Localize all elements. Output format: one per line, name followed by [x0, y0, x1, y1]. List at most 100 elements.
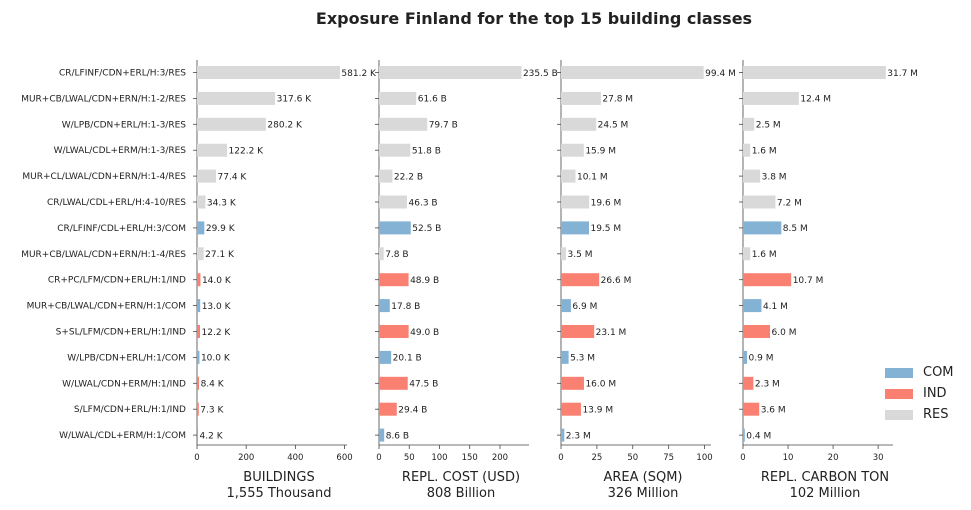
- bar: [379, 117, 428, 131]
- bar-value-label: 61.6 B: [418, 95, 447, 105]
- bar-value-label: 2.5 M: [756, 121, 781, 131]
- legend-label-com: COM: [923, 365, 954, 380]
- bar-value-label: 10.0 K: [201, 354, 231, 364]
- x-tick-label: 100: [696, 453, 712, 463]
- category-label: S/LFM/CDN+ERL/H:1/IND: [74, 405, 186, 415]
- category-label: S+SL/LFM/CDN+ERL/H:1/IND: [56, 328, 186, 338]
- x-tick-label: 0: [740, 453, 745, 463]
- category-label: W/LPB/CDN+ERL/H:1-3/RES: [62, 120, 187, 130]
- bar: [379, 273, 409, 287]
- bar-value-label: 13.0 K: [202, 302, 232, 312]
- bar-value-label: 26.6 M: [601, 276, 632, 286]
- category-label: CR/LWAL/CDL+ERL/H:4-10/RES: [47, 198, 186, 208]
- bar-value-label: 13.9 M: [582, 406, 613, 416]
- category-label: W/LPB/CDN+ERL/H:1/COM: [67, 353, 186, 363]
- bar-value-label: 15.9 M: [585, 147, 616, 157]
- bar: [379, 350, 392, 364]
- x-tick-label: 50: [627, 453, 638, 463]
- bar-value-label: 29.9 K: [206, 224, 236, 234]
- bar: [197, 66, 340, 79]
- category-label: W/LWAL/CDL+ERM/H:1-3/RES: [54, 146, 187, 156]
- bar-value-label: 1.6 M: [752, 147, 777, 157]
- x-axis-title: REPL. CARBON TON: [761, 470, 889, 485]
- x-tick-label: 100: [431, 453, 447, 463]
- bar-value-label: 16.0 M: [585, 380, 616, 390]
- bar: [197, 143, 228, 157]
- x-tick-label: 10: [783, 453, 794, 463]
- x-tick-label: 25: [591, 453, 602, 463]
- bar: [561, 428, 565, 442]
- bar-value-label: 23.1 M: [596, 328, 627, 338]
- bar-value-label: 4.1 M: [763, 302, 788, 312]
- bar: [197, 376, 200, 390]
- category-label: MUR+CB/LWAL/CDN+ERN/H:1-2/RES: [21, 94, 186, 104]
- bar: [379, 143, 411, 157]
- bar-value-label: 3.8 M: [762, 172, 787, 182]
- bar: [379, 221, 411, 235]
- x-axis-title: BUILDINGS: [243, 470, 314, 485]
- x-tick-label: 75: [663, 453, 674, 463]
- bar: [197, 325, 200, 338]
- bar-value-label: 0.9 M: [749, 354, 774, 364]
- bar-value-label: 8.6 B: [386, 431, 409, 441]
- category-label: MUR+CB/LWAL/CDN+ERN/H:1/COM: [27, 302, 186, 312]
- bar-value-label: 51.8 B: [412, 147, 441, 157]
- x-tick-label: 0: [194, 453, 199, 463]
- bar: [743, 66, 886, 79]
- bar-value-label: 1.6 M: [752, 250, 777, 260]
- x-tick-label: 0: [376, 453, 381, 463]
- bar: [197, 195, 206, 209]
- bar: [197, 273, 201, 287]
- bar-value-label: 2.3 M: [566, 431, 591, 441]
- bar-value-label: 6.0 M: [772, 328, 797, 338]
- chart-title: Exposure Finland for the top 15 building…: [315, 9, 753, 28]
- bar: [561, 143, 584, 157]
- bar-value-label: 52.5 B: [412, 224, 441, 234]
- bar: [379, 91, 417, 105]
- legend-item-res: RES: [885, 404, 954, 425]
- bar: [197, 350, 200, 364]
- category-label: CR/LFINF/CDN+ERL/H:3/RES: [59, 69, 186, 79]
- x-tick-label: 150: [462, 453, 478, 463]
- bar-value-label: 280.2 K: [267, 121, 303, 131]
- bar: [743, 91, 799, 105]
- x-tick-label: 0: [558, 453, 563, 463]
- bar: [561, 402, 581, 416]
- bar: [561, 169, 576, 183]
- bar-value-label: 12.2 K: [202, 328, 232, 338]
- bar-value-label: 79.7 B: [429, 121, 458, 131]
- bar: [379, 195, 408, 209]
- bar-value-label: 8.4 K: [201, 380, 225, 390]
- bar-value-label: 3.5 M: [568, 250, 593, 260]
- bar: [561, 221, 589, 235]
- bar-value-label: 7.8 B: [385, 250, 408, 260]
- x-axis-subtitle: 102 Million: [790, 486, 861, 501]
- bar: [561, 350, 569, 364]
- x-tick-label: 200: [238, 453, 254, 463]
- legend-label-ind: IND: [923, 386, 947, 401]
- bar-value-label: 581.2 K: [341, 69, 377, 79]
- bar: [743, 428, 745, 442]
- bar-value-label: 8.5 M: [783, 224, 808, 234]
- bar: [197, 299, 201, 313]
- bar-value-label: 27.1 K: [205, 250, 235, 260]
- legend-label-res: RES: [923, 407, 949, 422]
- x-axis-subtitle: 808 Billion: [427, 486, 496, 501]
- bar-value-label: 5.3 M: [570, 354, 595, 364]
- bar: [561, 273, 600, 287]
- bar: [561, 247, 567, 261]
- category-label: CR/LFINF/CDL+ERL/H:3/COM: [57, 224, 186, 234]
- bar-value-label: 10.7 M: [793, 276, 824, 286]
- bar-value-label: 48.9 B: [410, 276, 439, 286]
- x-axis-title: REPL. COST (USD): [402, 470, 520, 485]
- category-label: MUR+CL/LWAL/CDN+ERN/H:1-4/RES: [22, 172, 186, 182]
- bar-value-label: 10.1 M: [577, 172, 608, 182]
- bar: [743, 143, 751, 157]
- bar: [197, 221, 205, 235]
- category-label: CR+PC/LFM/CDN+ERL/H:1/IND: [48, 276, 186, 286]
- bar: [743, 299, 762, 313]
- category-label: MUR+CB/LWAL/CDN+ERN/H:1-4/RES: [21, 250, 186, 260]
- bar-value-label: 19.5 M: [590, 224, 621, 234]
- bar: [197, 428, 199, 442]
- bar: [379, 325, 409, 338]
